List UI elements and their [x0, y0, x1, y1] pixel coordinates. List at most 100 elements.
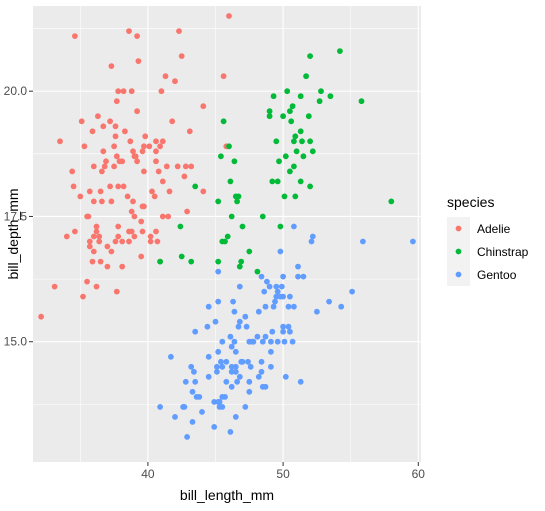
- point-chinstrap: [309, 148, 316, 155]
- y-axis-ticks: 15.0 17.5 20.0: [4, 84, 33, 349]
- legend-label-chinstrap: Chinstrap: [477, 245, 529, 259]
- point-chinstrap: [292, 133, 299, 140]
- point-adelie: [130, 148, 136, 155]
- point-chinstrap: [254, 268, 261, 275]
- point-adelie: [157, 143, 164, 150]
- point-gentoo: [274, 288, 281, 295]
- point-gentoo: [228, 343, 235, 350]
- point-gentoo: [308, 238, 315, 245]
- point-adelie: [159, 213, 166, 220]
- point-gentoo: [274, 338, 281, 345]
- point-adelie: [220, 73, 227, 80]
- point-adelie: [153, 228, 159, 235]
- point-adelie: [141, 168, 147, 175]
- point-adelie: [131, 233, 138, 240]
- point-gentoo: [287, 293, 293, 300]
- point-adelie: [108, 248, 115, 255]
- point-gentoo: [349, 288, 355, 295]
- point-gentoo: [285, 303, 292, 310]
- point-adelie: [172, 78, 178, 85]
- point-adelie: [108, 198, 115, 205]
- point-adelie: [97, 188, 104, 195]
- point-gentoo: [205, 353, 212, 360]
- point-adelie: [139, 228, 146, 235]
- point-adelie: [147, 238, 154, 245]
- point-gentoo: [287, 328, 293, 335]
- point-chinstrap: [297, 93, 304, 100]
- legend-label-gentoo: Gentoo: [477, 268, 517, 282]
- point-adelie: [169, 118, 176, 125]
- point-gentoo: [295, 273, 301, 280]
- point-chinstrap: [246, 248, 253, 255]
- point-adelie: [131, 213, 138, 220]
- point-adelie: [119, 238, 126, 245]
- point-gentoo: [259, 338, 266, 345]
- x-axis-title: bill_length_mm: [180, 487, 274, 503]
- point-gentoo: [289, 338, 296, 345]
- point-adelie: [90, 248, 97, 255]
- point-gentoo: [214, 363, 220, 370]
- point-adelie: [132, 153, 139, 160]
- point-adelie: [142, 133, 149, 140]
- point-adelie: [128, 208, 135, 215]
- point-gentoo: [239, 358, 246, 365]
- point-chinstrap: [297, 178, 304, 185]
- point-gentoo: [234, 378, 241, 385]
- point-gentoo: [297, 378, 304, 385]
- point-gentoo: [250, 338, 257, 345]
- point-adelie: [90, 198, 97, 205]
- point-chinstrap: [318, 88, 324, 95]
- point-chinstrap: [236, 263, 243, 270]
- point-gentoo: [230, 298, 237, 305]
- point-adelie: [90, 163, 97, 170]
- y-tick-label: 17.5: [4, 209, 28, 223]
- x-tick-label: 50: [276, 467, 290, 481]
- point-gentoo: [300, 273, 307, 280]
- point-adelie: [115, 233, 122, 240]
- point-chinstrap: [300, 153, 307, 160]
- point-adelie: [135, 58, 142, 64]
- point-adelie: [166, 188, 173, 195]
- point-chinstrap: [177, 223, 184, 230]
- point-gentoo: [205, 303, 212, 310]
- point-gentoo: [258, 368, 265, 375]
- point-gentoo: [262, 333, 269, 340]
- point-adelie: [111, 163, 117, 170]
- point-adelie: [72, 228, 78, 235]
- point-chinstrap: [358, 98, 365, 105]
- point-gentoo: [232, 368, 239, 375]
- point-gentoo: [410, 238, 416, 245]
- point-adelie: [90, 233, 97, 240]
- point-adelie: [80, 293, 86, 300]
- point-gentoo: [199, 409, 205, 415]
- point-adelie: [113, 153, 120, 160]
- point-gentoo: [236, 373, 243, 380]
- point-adelie: [146, 143, 153, 150]
- point-adelie: [78, 118, 85, 125]
- point-adelie: [57, 138, 63, 145]
- point-adelie: [181, 173, 188, 180]
- point-adelie: [119, 263, 126, 270]
- data-points: [38, 13, 416, 440]
- point-gentoo: [277, 248, 284, 255]
- point-adelie: [97, 258, 104, 265]
- point-gentoo: [242, 404, 249, 410]
- point-adelie: [113, 288, 120, 295]
- point-adelie: [107, 118, 113, 125]
- point-gentoo: [211, 399, 218, 405]
- point-gentoo: [168, 353, 174, 360]
- point-gentoo: [192, 378, 199, 385]
- x-tick-label: 60: [412, 467, 426, 481]
- point-gentoo: [266, 283, 273, 290]
- point-chinstrap: [307, 53, 313, 59]
- point-gentoo: [285, 323, 292, 330]
- point-gentoo: [272, 298, 278, 305]
- point-gentoo: [273, 293, 280, 300]
- point-adelie: [70, 183, 77, 190]
- point-adelie: [153, 138, 159, 145]
- point-adelie: [69, 168, 76, 175]
- point-gentoo: [246, 378, 253, 385]
- point-gentoo: [236, 318, 243, 325]
- point-gentoo: [262, 303, 269, 310]
